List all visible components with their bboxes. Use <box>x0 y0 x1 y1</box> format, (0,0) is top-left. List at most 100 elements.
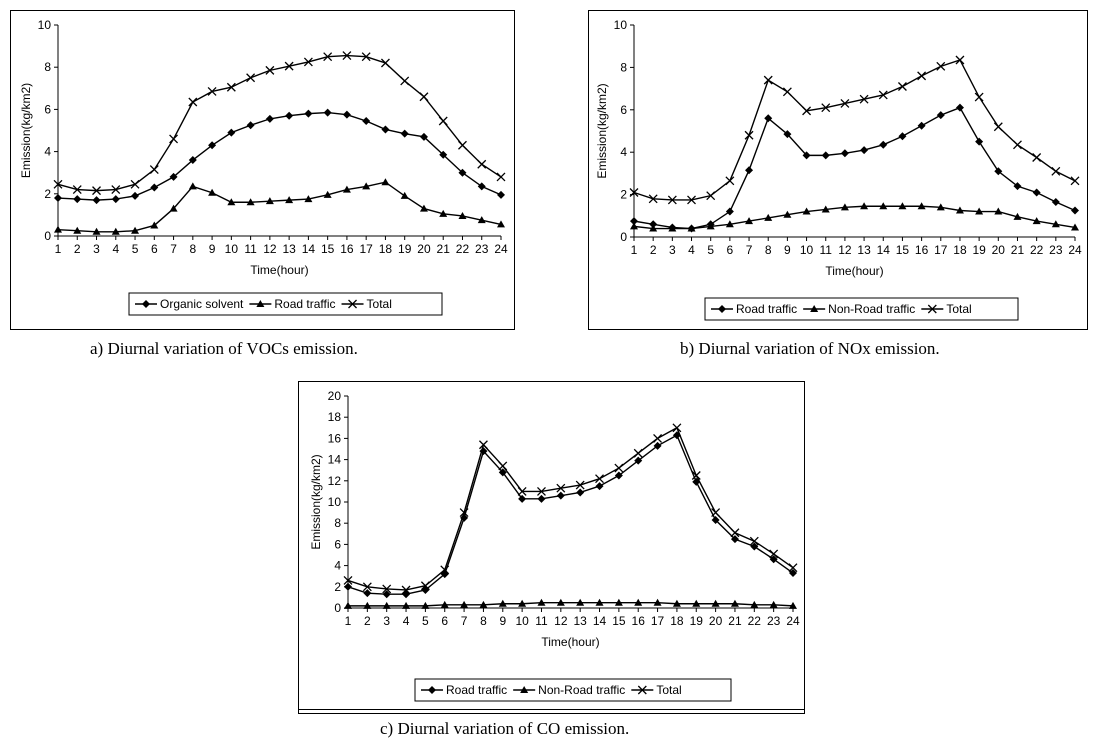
x-tick-label: 17 <box>651 614 665 628</box>
data-point <box>246 73 256 83</box>
x-tick-label: 4 <box>403 614 410 628</box>
data-point <box>994 167 1003 176</box>
x-tick-label: 3 <box>93 242 100 256</box>
x-tick-label: 20 <box>992 243 1006 257</box>
data-point <box>361 52 371 62</box>
data-point <box>479 600 488 608</box>
data-point <box>284 61 294 71</box>
data-point <box>381 125 390 134</box>
series-line <box>347 434 794 595</box>
x-tick-label: 6 <box>151 242 158 256</box>
data-point <box>821 103 831 113</box>
x-tick-label: 4 <box>688 243 695 257</box>
y-tick-label: 6 <box>44 102 51 116</box>
data-point <box>821 151 830 160</box>
x-tick-label: 20 <box>709 614 723 628</box>
data-point <box>73 195 82 204</box>
data-point <box>769 549 779 559</box>
legend-box <box>128 292 443 316</box>
data-point <box>730 535 739 544</box>
data-point <box>439 209 448 217</box>
data-point <box>730 599 739 607</box>
data-point <box>285 111 294 120</box>
data-point <box>614 598 623 606</box>
data-point <box>285 196 294 204</box>
y-axis-label: Emission(kg/km2) <box>595 83 609 178</box>
data-point <box>994 207 1003 215</box>
data-point <box>788 563 798 573</box>
y-tick-label: 2 <box>334 580 341 594</box>
y-tick-label: 8 <box>620 60 627 74</box>
y-tick-label: 4 <box>334 559 341 573</box>
data-point <box>744 130 754 140</box>
data-point <box>130 179 140 189</box>
legend-marker <box>142 300 150 308</box>
legend-label: Road traffic <box>446 683 507 697</box>
data-point <box>860 146 869 155</box>
x-tick-label: 24 <box>786 614 800 628</box>
data-point <box>458 168 467 177</box>
y-tick-label: 8 <box>334 516 341 530</box>
data-point <box>440 600 449 608</box>
series-diamond <box>630 103 1079 233</box>
series-line <box>57 54 502 192</box>
data-point <box>54 194 62 203</box>
data-point <box>1070 176 1080 186</box>
data-point <box>1071 206 1079 215</box>
y-tick-label: 0 <box>334 601 341 615</box>
data-point <box>363 589 372 598</box>
data-point <box>730 528 740 538</box>
data-point <box>363 601 372 609</box>
data-point <box>860 202 869 210</box>
y-tick-label: 12 <box>328 474 342 488</box>
y-axis-label: Emission(kg/km2) <box>309 454 323 549</box>
x-tick-label: 5 <box>132 242 139 256</box>
x-tick-label: 5 <box>422 614 429 628</box>
series-triangle <box>54 178 505 235</box>
x-tick-label: 7 <box>461 614 468 628</box>
data-point <box>419 132 428 141</box>
data-point <box>1032 188 1041 197</box>
x-tick-label: 7 <box>170 242 177 256</box>
y-tick-label: 0 <box>620 230 627 244</box>
data-point <box>497 220 505 228</box>
chart-panel-vocs: 0 2 4 6 8 10 1 2 3 4 5 6 7 8 9 10 11 12 13 14 15 16 17 18 19 20 21… <box>10 10 515 330</box>
data-point <box>401 585 411 595</box>
data-point <box>459 508 469 518</box>
data-point <box>898 132 907 141</box>
data-point <box>420 581 430 591</box>
data-point <box>879 202 888 210</box>
x-tick-label: 19 <box>972 243 986 257</box>
data-point <box>400 191 409 199</box>
legend-label: Total <box>656 683 681 697</box>
divider-line <box>298 709 805 710</box>
legend: Road traffic Non-Road traffic Total <box>414 678 732 702</box>
y-tick-label: 8 <box>44 60 51 74</box>
x-tick-label: 22 <box>456 242 470 256</box>
data-point <box>711 508 721 518</box>
data-point <box>897 82 907 91</box>
data-point <box>537 486 546 496</box>
legend-label: Total <box>367 297 392 311</box>
x-tick-label: 21 <box>437 242 451 256</box>
data-point <box>265 65 275 75</box>
data-point <box>750 600 759 608</box>
data-point <box>498 468 507 477</box>
data-point <box>421 585 430 594</box>
x-tick-label: 11 <box>535 614 548 628</box>
x-tick-label: 18 <box>953 243 967 257</box>
data-point <box>782 87 792 97</box>
legend-marker <box>810 305 819 312</box>
data-point <box>478 440 488 450</box>
series-diamond <box>54 108 505 205</box>
x-tick-label: 23 <box>1049 243 1063 257</box>
data-point <box>362 182 371 190</box>
data-point <box>840 98 850 108</box>
data-point <box>649 220 658 229</box>
data-point <box>497 190 505 199</box>
x-tick-label: 12 <box>554 614 568 628</box>
data-point <box>400 129 409 138</box>
data-point <box>92 227 101 235</box>
x-tick-label: 14 <box>877 243 891 257</box>
